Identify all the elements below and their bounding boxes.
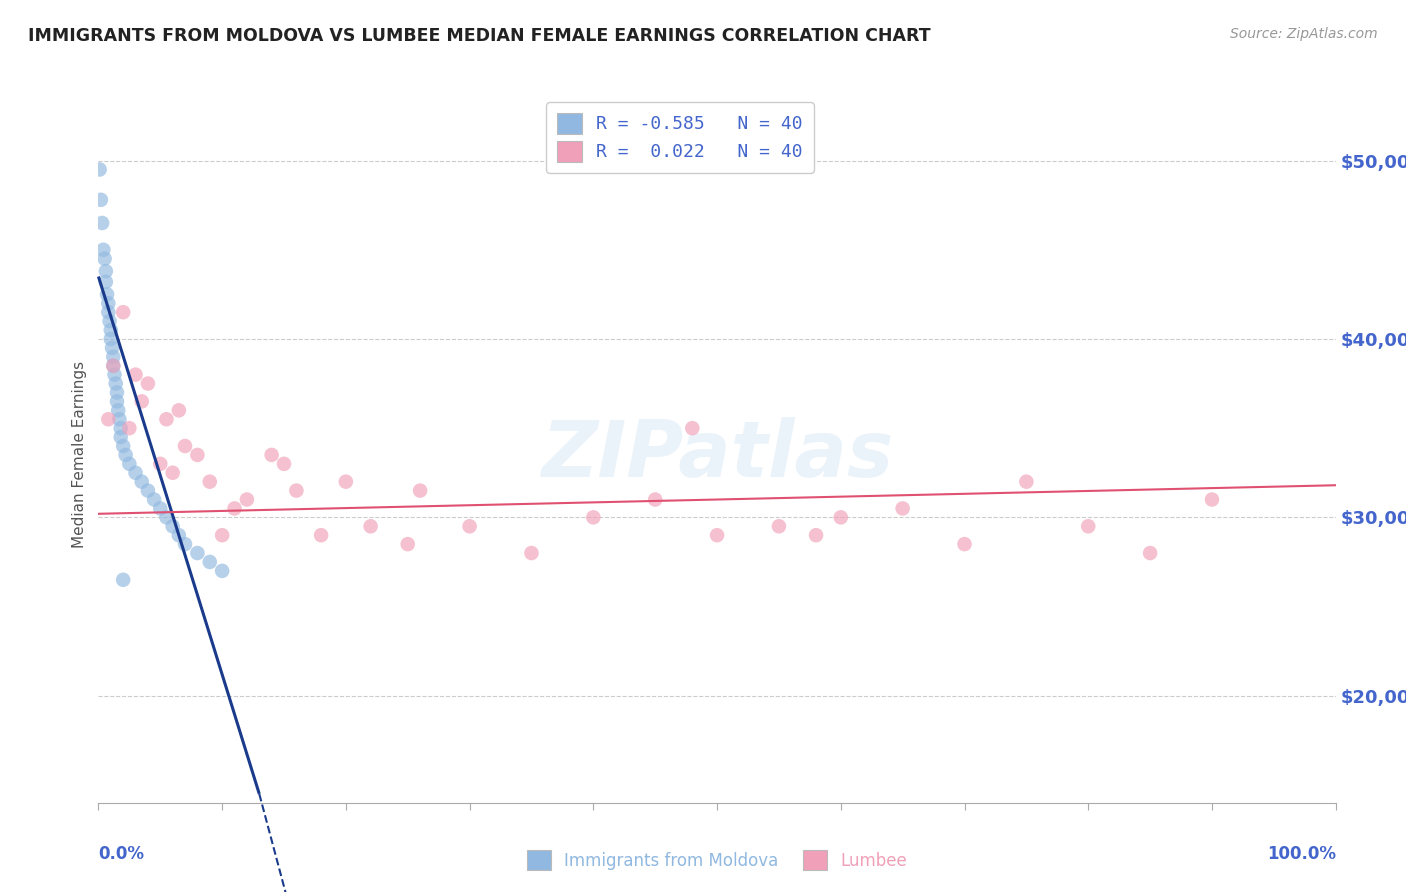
Point [97, 296, 120, 310]
Text: 0.0%: 0.0% [98, 845, 145, 863]
Point [105, 394, 128, 409]
Point [335, 475, 357, 489]
Point [103, 359, 125, 373]
Text: Source: ZipAtlas.com: Source: ZipAtlas.com [1230, 27, 1378, 41]
Point [118, 421, 141, 435]
Point [103, 359, 125, 373]
Point [136, 483, 159, 498]
Point [409, 483, 432, 498]
Point [174, 439, 197, 453]
Text: IMMIGRANTS FROM MOLDOVA VS LUMBEE MEDIAN FEMALE EARNINGS CORRELATION CHART: IMMIGRANTS FROM MOLDOVA VS LUMBEE MEDIAN… [28, 27, 931, 45]
Point [149, 501, 172, 516]
Point [103, 368, 125, 382]
Point [94, 275, 117, 289]
Point [953, 537, 976, 551]
Point [186, 448, 208, 462]
Point [112, 305, 135, 319]
Point [198, 475, 221, 489]
Point [520, 546, 543, 560]
Point [104, 376, 127, 391]
Point [112, 573, 135, 587]
Y-axis label: Median Female Earnings: Median Female Earnings [72, 361, 87, 549]
Point [162, 519, 184, 533]
Point [360, 519, 382, 533]
Point [804, 528, 827, 542]
Point [143, 492, 166, 507]
Point [706, 528, 728, 542]
Point [89, 162, 111, 177]
Point [309, 528, 332, 542]
Point [236, 492, 259, 507]
Point [108, 412, 131, 426]
Point [110, 421, 132, 435]
Point [100, 323, 122, 337]
Point [162, 466, 184, 480]
Point [96, 287, 118, 301]
Point [260, 448, 283, 462]
Point [174, 537, 197, 551]
Point [97, 412, 120, 426]
Point [93, 243, 115, 257]
Point [681, 421, 703, 435]
Point [1015, 475, 1038, 489]
Point [93, 252, 115, 266]
Point [110, 430, 132, 444]
Point [101, 341, 124, 355]
Point [186, 546, 208, 560]
Point [830, 510, 852, 524]
Point [224, 501, 246, 516]
Text: 100.0%: 100.0% [1267, 845, 1336, 863]
Point [149, 457, 172, 471]
Point [273, 457, 295, 471]
Point [98, 314, 121, 328]
Point [198, 555, 221, 569]
Point [114, 448, 136, 462]
Point [768, 519, 790, 533]
Point [103, 350, 125, 364]
Point [131, 475, 153, 489]
Point [167, 528, 190, 542]
Point [124, 466, 146, 480]
Point [97, 305, 120, 319]
Point [211, 528, 233, 542]
Point [105, 385, 128, 400]
Point [91, 216, 114, 230]
Point [90, 193, 112, 207]
Point [458, 519, 481, 533]
Point [131, 394, 153, 409]
Point [167, 403, 190, 417]
Point [582, 510, 605, 524]
Point [644, 492, 666, 507]
Point [1077, 519, 1099, 533]
Point [94, 264, 117, 278]
Legend: Immigrants from Moldova, Lumbee: Immigrants from Moldova, Lumbee [519, 842, 915, 878]
Point [1139, 546, 1161, 560]
Point [1201, 492, 1223, 507]
Point [107, 403, 129, 417]
Point [211, 564, 233, 578]
Point [155, 412, 177, 426]
Point [285, 483, 308, 498]
Point [118, 457, 141, 471]
Point [396, 537, 419, 551]
Point [155, 510, 177, 524]
Point [100, 332, 122, 346]
Point [891, 501, 914, 516]
Text: ZIPatlas: ZIPatlas [541, 417, 893, 493]
Point [136, 376, 159, 391]
Point [124, 368, 146, 382]
Point [112, 439, 135, 453]
